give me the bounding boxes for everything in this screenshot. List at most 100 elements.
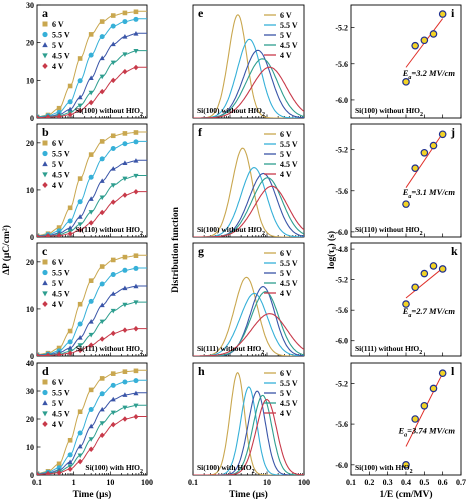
data-point <box>67 345 73 350</box>
y-tick-label: -5.2 <box>335 276 348 285</box>
data-point <box>88 52 94 58</box>
legend-label: 4.5 V <box>280 160 298 169</box>
panel-letter: l <box>451 364 455 378</box>
text-span: HfO <box>405 225 419 234</box>
panel-a: 0 10 20 30 a 6 V 5.5 V5 V 4.5 V4 V Si(100) witho… <box>26 1 148 123</box>
plot-area <box>193 371 304 475</box>
text-subscript: a <box>408 313 411 319</box>
distribution-curve <box>193 386 304 475</box>
data-point <box>133 378 139 384</box>
data-point-inner <box>440 266 446 272</box>
right-column-y-axis-label: log(τ₀) (s) <box>326 231 337 269</box>
text-span: Si(111) without <box>197 344 247 353</box>
plot-area <box>37 368 147 475</box>
data-point <box>110 13 116 18</box>
data-point-inner <box>403 301 409 307</box>
x-tick-label: 0.7 <box>456 478 466 487</box>
data-point <box>133 403 139 409</box>
data-point <box>67 452 73 458</box>
data-point <box>110 330 116 337</box>
data-point <box>110 145 116 151</box>
legend-label: 5 V <box>52 399 64 408</box>
panel-caption: Si(111) without HfO2 <box>76 344 143 356</box>
data-point <box>133 189 139 195</box>
data-point <box>110 77 116 84</box>
x-tick-label: 0.1 <box>32 478 42 487</box>
text-subscript: 2 <box>419 350 422 356</box>
data-point-inner <box>403 79 409 85</box>
data-point <box>133 9 139 15</box>
y-tick-label: 0 <box>30 233 34 242</box>
data-point <box>122 379 128 385</box>
data-point <box>110 183 116 188</box>
data-point <box>110 23 116 29</box>
x-axis-label: Time (μs) <box>229 489 268 500</box>
data-point <box>122 254 128 260</box>
y-tick-label: -6.0 <box>335 96 348 105</box>
y-tick-label: -5.2 <box>335 24 348 33</box>
activation-field-annotation: Ea=3.74 MV/cm <box>398 426 456 439</box>
data-point <box>77 343 83 348</box>
data-point <box>77 458 83 465</box>
data-point <box>77 347 83 354</box>
data-point <box>88 332 94 338</box>
data-point <box>122 327 128 333</box>
data-point-inner <box>412 165 418 171</box>
data-point <box>77 334 83 340</box>
text-span: HfO <box>248 106 262 115</box>
text-span: Si(111) without <box>355 344 405 353</box>
x-tick-label: 100 <box>298 478 310 487</box>
panel-letter: g <box>198 244 204 258</box>
legend-label: 4 V <box>52 420 64 429</box>
legend-label: 5.5 V <box>280 259 298 268</box>
legend-label: 4.5 V <box>52 290 70 299</box>
text-subscript: 2 <box>420 231 423 237</box>
panel-letter: b <box>42 125 49 139</box>
legend-label: 4 V <box>52 300 64 309</box>
legend-label: 5 V <box>280 150 292 159</box>
data-point <box>99 178 105 183</box>
legend-label: 5.5 V <box>280 140 298 149</box>
text-span: Si(100) without <box>355 106 406 115</box>
text-subscript: 2 <box>140 112 143 118</box>
plot-area <box>193 147 304 237</box>
data-point <box>67 218 73 224</box>
data-point <box>99 376 105 381</box>
y-tick-label: -5.6 <box>335 60 348 69</box>
y-tick-label: 20 <box>26 415 34 424</box>
plot-area <box>402 262 447 308</box>
text-subscript: 2 <box>140 469 143 475</box>
data-point <box>133 283 139 289</box>
legend-marker <box>42 280 48 286</box>
plot-area <box>37 9 147 118</box>
data-point <box>110 41 116 47</box>
data-point <box>133 300 139 305</box>
text-subscript: a <box>408 75 411 81</box>
plot-area <box>37 253 147 356</box>
data-point <box>133 16 139 22</box>
legend-label: 6 V <box>280 249 292 258</box>
y-tick-label: 40 <box>26 359 34 368</box>
legend-label: 4.5 V <box>52 171 70 180</box>
data-point <box>67 83 73 89</box>
data-point <box>37 233 40 237</box>
data-point <box>133 139 139 145</box>
data-point <box>88 210 94 215</box>
data-point <box>56 105 62 111</box>
data-point <box>110 291 116 296</box>
plot-frame <box>36 4 148 119</box>
legend-marker <box>42 63 48 69</box>
data-point <box>122 10 128 16</box>
text-span: HfO <box>406 106 420 115</box>
text-span: Si(110) without <box>355 225 405 234</box>
x-tick-label: 0.4 <box>401 478 411 487</box>
legend-marker <box>42 379 48 385</box>
legend-marker <box>42 400 48 406</box>
data-point <box>99 302 105 308</box>
legend-marker <box>42 42 48 48</box>
data-point <box>133 414 139 420</box>
data-point-inner <box>440 370 446 376</box>
data-point-inner <box>412 43 418 49</box>
data-point <box>99 74 105 80</box>
data-point <box>133 368 139 374</box>
